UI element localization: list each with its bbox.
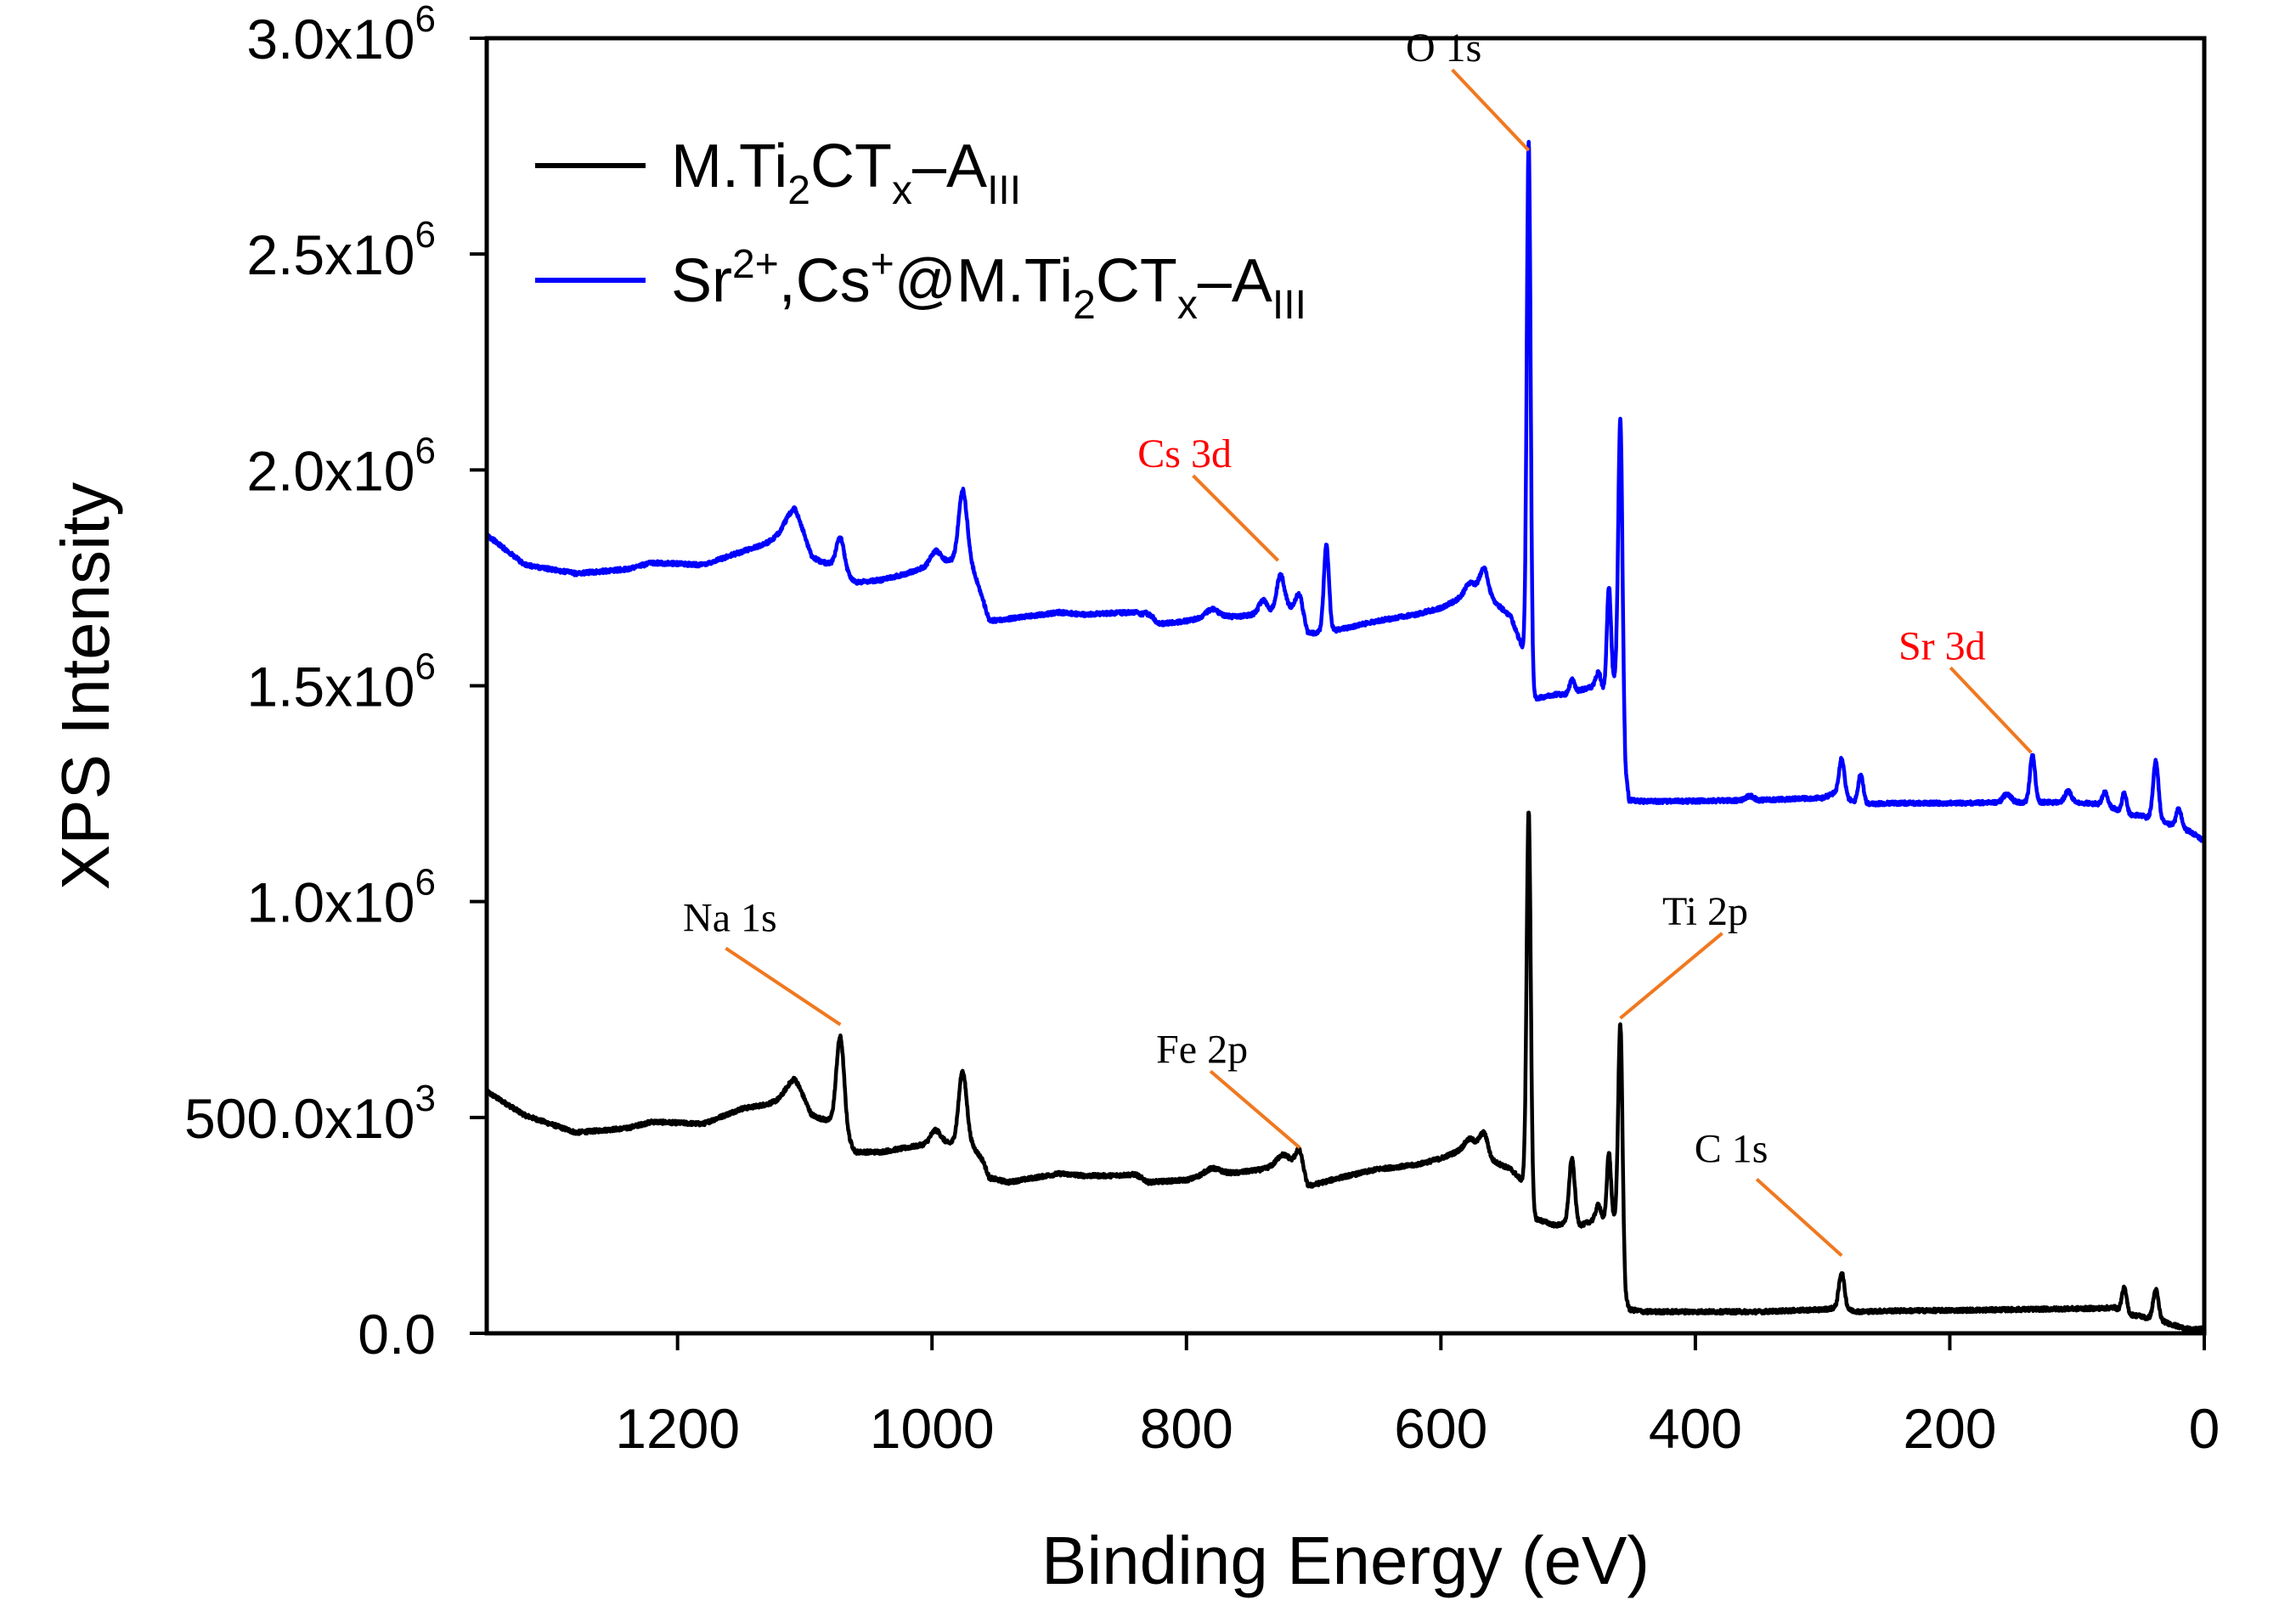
plot-frame xyxy=(484,36,2207,1336)
y-tick-label: 3.0x106 xyxy=(246,0,436,70)
x-tick-label: 1200 xyxy=(615,1397,740,1460)
x-tick-label: 800 xyxy=(1140,1397,1233,1460)
axis-layer: 1200 1000 800 600 400 200 0 0.0 500.0x103 1.0x106… xyxy=(184,0,2220,1460)
annotation-label-2: Sr 3d xyxy=(1898,623,1986,668)
y-tick-label: 1.5x106 xyxy=(246,646,436,718)
y-tick-label: 2.0x106 xyxy=(246,430,436,502)
annotation-label-3: Na 1s xyxy=(683,896,777,941)
y-axis-title: XPS Intensity xyxy=(48,482,123,890)
legend: M.Ti2CTx–AIII Sr2+,Cs+@M.Ti2CTx–AIII xyxy=(535,132,1306,328)
annotation-leader-1 xyxy=(1192,474,1280,562)
annotation-label-0: O 1s xyxy=(1406,25,1481,70)
y-tick-label: 500.0x103 xyxy=(184,1078,436,1150)
series-line-0 xyxy=(484,810,2207,1333)
series-line-1 xyxy=(484,139,2207,843)
annotation-leader-2 xyxy=(1949,666,2033,754)
annotation-label-5: Fe 2p xyxy=(1156,1027,1248,1072)
series-layer xyxy=(484,139,2207,1333)
y-tick-label: 0.0 xyxy=(358,1303,436,1366)
annotation-label-4: Ti 2p xyxy=(1662,889,1748,934)
y-tick-label: 1.0x106 xyxy=(246,862,436,934)
annotation-layer: O 1s Cs 3d Sr 3d Na 1s Ti 2p Fe 2p C 1s xyxy=(683,25,2033,1257)
x-tick-label: 0 xyxy=(2189,1397,2220,1460)
annotation-leader-5 xyxy=(1209,1069,1301,1149)
x-axis-title: Binding Energy (eV) xyxy=(1041,1523,1650,1598)
x-tick-label: 200 xyxy=(1903,1397,1996,1460)
annotation-leader-6 xyxy=(1755,1178,1843,1257)
annotation-label-1: Cs 3d xyxy=(1137,431,1232,476)
annotation-leader-4 xyxy=(1619,932,1723,1020)
legend-label-0: M.Ti2CTx–AIII xyxy=(671,132,1021,213)
y-tick-label: 2.5x106 xyxy=(246,214,436,286)
x-tick-label: 400 xyxy=(1649,1397,1742,1460)
x-tick-label: 600 xyxy=(1394,1397,1487,1460)
annotation-label-6: C 1s xyxy=(1695,1127,1769,1172)
legend-label-1: Sr2+,Cs+@M.Ti2CTx–AIII xyxy=(671,242,1306,328)
annotation-leader-0 xyxy=(1451,68,1531,152)
annotation-leader-3 xyxy=(725,946,842,1027)
x-tick-label: 1000 xyxy=(870,1397,995,1460)
